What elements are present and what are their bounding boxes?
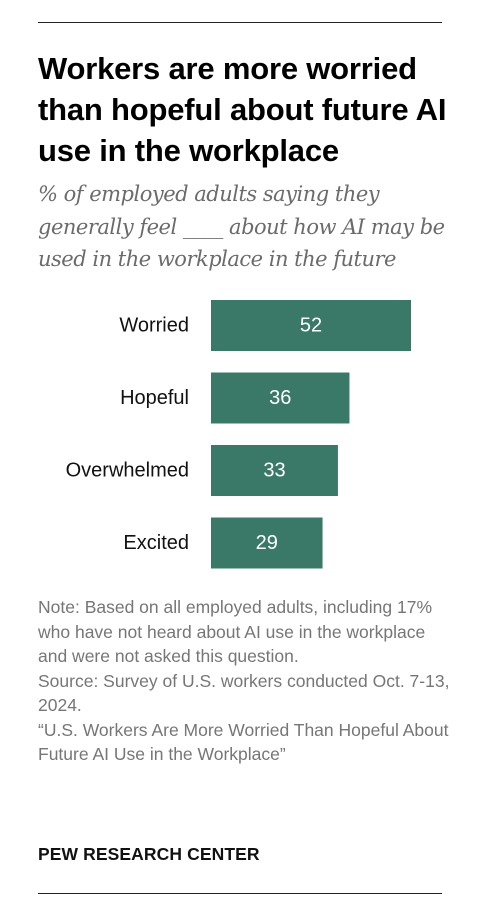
value-label-hopeful: 36	[269, 387, 291, 409]
chart-subtitle: % of employed adults saying they general…	[38, 182, 445, 271]
value-label-excited: 29	[256, 532, 278, 554]
chart-title: Workers are more worried than hopeful ab…	[38, 51, 447, 168]
bottom-rule	[38, 893, 442, 894]
category-label-excited: Excited	[123, 532, 189, 554]
report-title-text: “U.S. Workers Are More Worried Than Hope…	[38, 719, 449, 765]
category-label-worried: Worried	[119, 315, 189, 337]
bar-worried	[211, 300, 411, 351]
value-label-overwhelmed: 33	[263, 460, 285, 482]
category-label-overwhelmed: Overwhelmed	[66, 460, 189, 482]
bar-hopeful	[211, 372, 350, 424]
bar-overwhelmed	[211, 445, 338, 496]
source-text: Source: Survey of U.S. workers conducted…	[38, 670, 450, 716]
note-text: Note: Based on all employed adults, incl…	[38, 597, 432, 666]
top-rule	[38, 22, 442, 23]
bar-chart-svg: Worried 52 Hopeful 36 Overwhelmed 33 Excited 29	[66, 300, 411, 569]
bar-excited	[211, 517, 323, 569]
notes-block: Note: Based on all employed adults, incl…	[38, 595, 458, 767]
value-label-worried: 52	[300, 315, 322, 337]
brand-logo-text: PEW RESEARCH CENTER	[38, 844, 260, 864]
category-label-hopeful: Hopeful	[120, 387, 189, 409]
bar-chart: Worried 52 Hopeful 36 Overwhelmed 33 Excited 29	[0, 292, 492, 582]
